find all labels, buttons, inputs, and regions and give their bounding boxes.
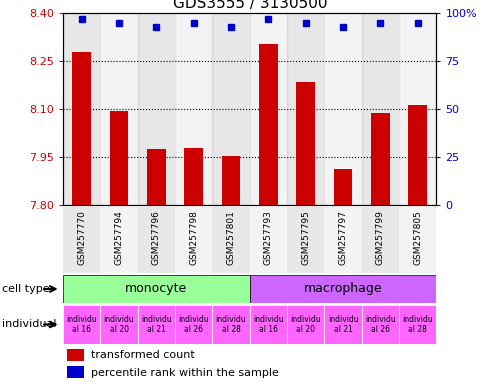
Bar (324, 305, 361, 344)
Bar (258, 44, 277, 205)
Bar (398, 305, 436, 344)
Bar (147, 149, 166, 205)
Bar (249, 207, 287, 273)
Text: individu
al 20: individu al 20 (104, 315, 134, 334)
Bar (370, 113, 389, 205)
Bar (333, 169, 352, 205)
Bar (175, 207, 212, 273)
Text: individual: individual (2, 319, 57, 329)
Text: percentile rank within the sample: percentile rank within the sample (91, 367, 278, 377)
Bar (63, 305, 100, 344)
Text: individu
al 28: individu al 28 (215, 315, 246, 334)
Text: macrophage: macrophage (303, 283, 382, 295)
Text: GSM257794: GSM257794 (114, 210, 123, 265)
Text: transformed count: transformed count (91, 350, 195, 360)
Text: individu
al 21: individu al 21 (141, 315, 171, 334)
Bar (63, 13, 100, 205)
Text: individu
al 26: individu al 26 (178, 315, 209, 334)
Text: GSM257799: GSM257799 (375, 210, 384, 265)
Text: individu
al 26: individu al 26 (364, 315, 395, 334)
Bar (249, 275, 436, 303)
Bar (287, 305, 324, 344)
Text: GSM257796: GSM257796 (151, 210, 161, 265)
Text: cell type: cell type (2, 284, 50, 294)
Text: individu
al 21: individu al 21 (327, 315, 358, 334)
Bar (67, 366, 83, 379)
Bar (63, 207, 100, 273)
Bar (249, 305, 287, 344)
Bar (137, 207, 175, 273)
Bar (296, 82, 315, 205)
Bar (100, 13, 137, 205)
Bar (398, 13, 436, 205)
Bar (72, 52, 91, 205)
Title: GDS3555 / 3130500: GDS3555 / 3130500 (172, 0, 326, 11)
Bar (361, 305, 398, 344)
Text: GSM257801: GSM257801 (226, 210, 235, 265)
Bar (398, 207, 436, 273)
Bar (137, 305, 175, 344)
Bar (67, 349, 83, 361)
Text: monocyte: monocyte (125, 283, 187, 295)
Bar (184, 148, 203, 205)
Bar (109, 111, 128, 205)
Bar (249, 13, 287, 205)
Bar (324, 13, 361, 205)
Text: individu
al 20: individu al 20 (290, 315, 320, 334)
Bar (63, 275, 249, 303)
Bar (287, 207, 324, 273)
Text: individu
al 16: individu al 16 (66, 315, 97, 334)
Bar (212, 305, 249, 344)
Bar (100, 207, 137, 273)
Text: GSM257770: GSM257770 (77, 210, 86, 265)
Text: individu
al 28: individu al 28 (402, 315, 432, 334)
Bar (324, 207, 361, 273)
Bar (212, 207, 249, 273)
Bar (287, 13, 324, 205)
Bar (175, 305, 212, 344)
Bar (361, 13, 398, 205)
Text: GSM257805: GSM257805 (412, 210, 422, 265)
Bar (212, 13, 249, 205)
Bar (361, 207, 398, 273)
Text: GSM257798: GSM257798 (189, 210, 198, 265)
Bar (137, 13, 175, 205)
Text: GSM257797: GSM257797 (338, 210, 347, 265)
Bar (175, 13, 212, 205)
Bar (100, 305, 137, 344)
Text: GSM257795: GSM257795 (301, 210, 310, 265)
Bar (408, 104, 426, 205)
Text: GSM257793: GSM257793 (263, 210, 272, 265)
Bar (221, 156, 240, 205)
Text: individu
al 16: individu al 16 (253, 315, 283, 334)
